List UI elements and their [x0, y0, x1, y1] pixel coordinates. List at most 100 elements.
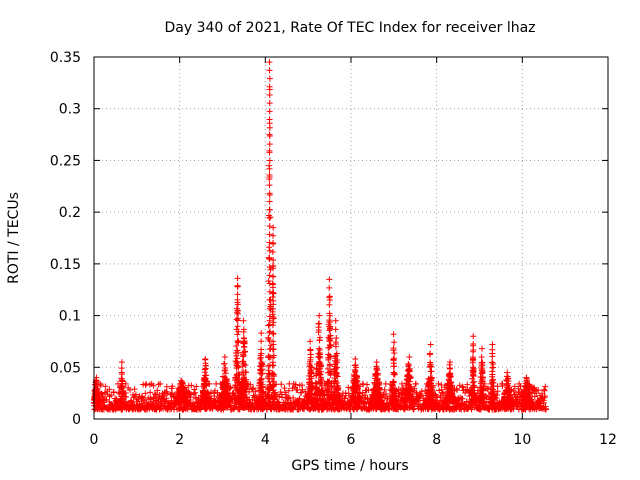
- data-point: [234, 339, 241, 346]
- data-point: [257, 354, 264, 361]
- data-point: [402, 391, 409, 398]
- data-point: [241, 378, 248, 385]
- data-point: [270, 395, 277, 402]
- data-point: [211, 393, 218, 400]
- data-point: [266, 157, 273, 164]
- data-point: [468, 384, 475, 391]
- x-tick-label: 4: [261, 432, 270, 448]
- data-point: [353, 381, 360, 388]
- data-point: [348, 399, 355, 406]
- data-point: [428, 374, 435, 381]
- data-point: [266, 173, 273, 180]
- data-point: [332, 378, 339, 385]
- data-point: [265, 277, 272, 284]
- data-point: [178, 377, 185, 384]
- data-point: [266, 149, 273, 156]
- data-point: [266, 182, 273, 189]
- data-point: [266, 59, 273, 66]
- axis-ticks: 0 2 4 6 8 10 12 0 0.05 0.1 0.15 0.2 0.25 0.3 0.35: [50, 50, 617, 448]
- data-point: [373, 366, 380, 373]
- data-point: [499, 383, 506, 390]
- data-point: [266, 198, 273, 205]
- data-point: [202, 356, 209, 363]
- data-point: [352, 369, 359, 376]
- data-point: [402, 398, 409, 405]
- data-point: [326, 378, 333, 385]
- data-point: [542, 383, 549, 390]
- data-point: [373, 371, 380, 378]
- data-point: [331, 375, 338, 382]
- data-point: [391, 350, 398, 357]
- data-point: [221, 360, 228, 367]
- data-point: [438, 386, 445, 393]
- data-point: [417, 390, 424, 397]
- data-point: [542, 405, 549, 412]
- data-point: [269, 330, 276, 337]
- data-point: [326, 293, 333, 300]
- data-point: [352, 362, 359, 369]
- data-point: [270, 379, 277, 386]
- data-point: [266, 108, 273, 115]
- x-tick-label: 10: [513, 432, 531, 448]
- data-point: [265, 386, 272, 393]
- data-point: [383, 390, 390, 397]
- data-point: [266, 75, 273, 82]
- data-point: [427, 350, 434, 357]
- data-point: [118, 365, 125, 372]
- data-point: [445, 377, 452, 384]
- data-point: [335, 399, 342, 406]
- data-point: [269, 346, 276, 353]
- data-point: [406, 353, 413, 360]
- data-point: [307, 338, 314, 345]
- data-point: [332, 317, 339, 324]
- data-point: [406, 374, 413, 381]
- data-point: [234, 283, 241, 290]
- data-point: [489, 341, 496, 348]
- data-point: [470, 341, 477, 348]
- data-point: [118, 389, 125, 396]
- data-point: [221, 374, 228, 381]
- data-point: [110, 389, 117, 396]
- data-point: [504, 369, 511, 376]
- data-point: [352, 388, 359, 395]
- data-point: [258, 379, 265, 386]
- data-point: [332, 386, 339, 393]
- data-point: [142, 382, 149, 389]
- data-point: [446, 395, 453, 402]
- data-point: [478, 370, 485, 377]
- data-point: [258, 387, 265, 394]
- data-point: [331, 366, 338, 373]
- data-point: [234, 307, 241, 314]
- data-point: [240, 353, 247, 360]
- data-point: [281, 385, 288, 392]
- data-point: [522, 388, 529, 395]
- data-point: [234, 299, 241, 306]
- data-point: [446, 389, 453, 396]
- data-point: [435, 380, 442, 387]
- data-point: [266, 91, 273, 98]
- data-point: [459, 383, 466, 390]
- data-point: [541, 387, 548, 394]
- data-point: [265, 352, 272, 359]
- data-point: [106, 386, 113, 393]
- data-point: [269, 289, 276, 296]
- data-point: [106, 398, 113, 405]
- x-tick-label: 8: [432, 432, 441, 448]
- data-point: [373, 383, 380, 390]
- data-point: [478, 395, 485, 402]
- data-point: [221, 367, 228, 374]
- data-point: [258, 362, 265, 369]
- data-point: [446, 365, 453, 372]
- data-point: [240, 395, 247, 402]
- data-point: [405, 395, 412, 402]
- data-points: [91, 59, 549, 413]
- data-point: [446, 383, 453, 390]
- data-point: [363, 381, 370, 388]
- data-point: [187, 391, 194, 398]
- data-point: [270, 362, 277, 369]
- data-point: [202, 382, 209, 389]
- data-point: [326, 386, 333, 393]
- data-point: [244, 400, 251, 407]
- data-point: [203, 372, 210, 379]
- data-point: [258, 370, 265, 377]
